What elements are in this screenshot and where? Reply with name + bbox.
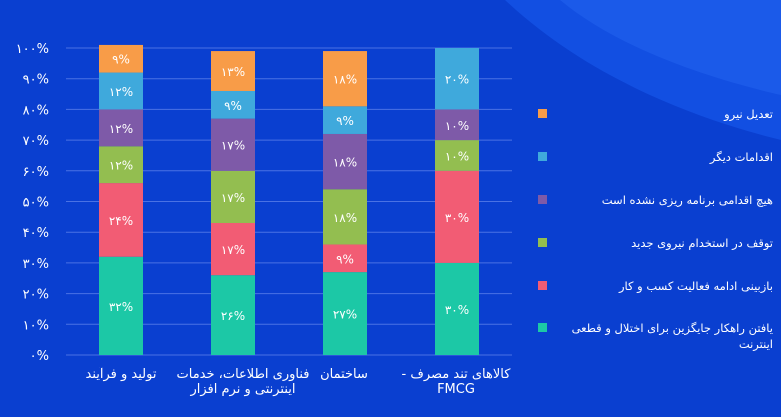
- data-label: ۱۲%: [109, 159, 133, 173]
- bar-segment: [435, 109, 479, 141]
- data-label: ۹%: [112, 53, 130, 67]
- data-label: ۳۰%: [445, 211, 469, 225]
- legend-swatch: [538, 281, 547, 290]
- bar-segment: [211, 222, 255, 276]
- bar-segment: [323, 189, 367, 245]
- y-tick-label: ۵۰%: [23, 196, 49, 211]
- data-label: ۱۸%: [333, 156, 357, 170]
- y-tick-label: ۷۰%: [23, 134, 49, 149]
- data-label: ۱۲%: [109, 85, 133, 99]
- y-axis-ticks: ۰% ۱۰% ۲۰% ۳۰% ۴۰% ۵۰% ۶۰% ۷۰% ۸۰% ۹۰% ۱۰۰%: [16, 42, 49, 364]
- bar-segment: [323, 133, 367, 190]
- data-label: ۱۰%: [445, 119, 469, 133]
- bar-segment: [99, 183, 143, 257]
- data-label: ۱۷%: [221, 139, 245, 153]
- legend-item-layoff: تعدیل نیرو: [532, 106, 773, 122]
- bar-segment: [435, 48, 479, 110]
- data-label: ۱۰%: [445, 149, 469, 163]
- bar-segment: [211, 51, 255, 91]
- data-label: ۹%: [336, 114, 354, 128]
- legend-swatch: [538, 323, 547, 332]
- data-label: ۱۲%: [109, 122, 133, 136]
- legend-label: توقف در استخدام نیروی جدید: [631, 236, 773, 250]
- legend-item-no-action: هیچ اقدامی برنامه ریزی نشده است: [532, 192, 773, 208]
- bar-segment: [99, 109, 143, 147]
- bar-segment: [323, 272, 367, 355]
- bar-segment: [435, 170, 479, 263]
- data-label: ۳۰%: [445, 303, 469, 317]
- data-label: ۱۸%: [333, 73, 357, 87]
- bar-segments: [99, 44, 479, 355]
- legend-label: هیچ اقدامی برنامه ریزی نشده است: [601, 193, 773, 207]
- y-tick-label: ۱۰%: [23, 318, 49, 333]
- y-tick-label: ۹۰%: [23, 73, 49, 88]
- legend-swatch: [538, 109, 547, 118]
- y-tick-label: ۱۰۰%: [16, 42, 49, 57]
- data-label: ۱۳%: [221, 65, 245, 79]
- y-tick-label: ۶۰%: [23, 165, 49, 180]
- legend-swatch: [538, 195, 547, 204]
- bar-segment: [323, 51, 367, 107]
- data-label: ۱۷%: [221, 243, 245, 257]
- data-labels: ۳۲% ۲۴% ۱۲% ۱۲% ۱۲% ۹% ۲۶% ۱۷% ۱۷% ۱۷% ۹% ۱۳% ۲۷% ۹% ۱…: [109, 53, 469, 323]
- y-tick-label: ۴۰%: [23, 226, 49, 241]
- bar-segment: [323, 244, 367, 273]
- category-label: ساختمان: [320, 367, 368, 382]
- bar-segment: [435, 262, 479, 355]
- bar-segment: [211, 275, 255, 355]
- legend-item-business-review: بازبینی ادامه فعالیت کسب و کار: [532, 278, 773, 294]
- data-label: ۱۸%: [333, 211, 357, 225]
- bar-segment: [99, 256, 143, 355]
- category-label: فناوری اطلاعات، خدمات اینترنتی و نرم افز…: [176, 367, 310, 397]
- data-label: ۲۴%: [109, 214, 133, 228]
- legend-label: بازبینی ادامه فعالیت کسب و کار: [618, 279, 773, 293]
- bar-segment: [211, 90, 255, 119]
- data-label: ۹%: [224, 99, 242, 113]
- legend-label: اقدامات دیگر: [709, 150, 773, 164]
- legend-item-alternative-solution: یافتن راهکار جایگزین برای اختلال و قطعی …: [532, 320, 773, 352]
- legend: تعدیل نیرو اقدامات دیگر هیچ اقدامی برنام…: [532, 0, 781, 417]
- legend-swatch: [538, 238, 547, 247]
- legend-swatch: [538, 152, 547, 161]
- legend-label: یافتن راهکار جایگزین برای اختلال و قطعی …: [571, 321, 773, 351]
- bar-segment: [435, 140, 479, 171]
- data-label: ۱۷%: [221, 191, 245, 205]
- y-tick-label: ۲۰%: [23, 288, 49, 303]
- bar-segment: [211, 118, 255, 171]
- category-label: کالاهای تند مصرف - FMCG: [401, 367, 511, 397]
- y-tick-label: ۳۰%: [23, 257, 49, 272]
- data-label: ۲۶%: [221, 309, 245, 323]
- bar-segment: [99, 146, 143, 184]
- y-tick-label: ۰%: [30, 349, 49, 364]
- y-tick-label: ۸۰%: [23, 103, 49, 118]
- bar-segment: [211, 170, 255, 223]
- category-label: تولید و فرآیند: [85, 367, 157, 382]
- data-label: ۹%: [336, 252, 354, 266]
- legend-item-hiring-freeze: توقف در استخدام نیروی جدید: [532, 235, 773, 251]
- legend-item-other-actions: اقدامات دیگر: [532, 149, 773, 165]
- bar-segment: [323, 106, 367, 134]
- legend-label: تعدیل نیرو: [724, 107, 773, 121]
- data-label: ۳۲%: [109, 300, 133, 314]
- bar-segment: [99, 72, 143, 110]
- data-label: ۲۰%: [445, 73, 469, 87]
- data-label: ۲۷%: [333, 308, 357, 322]
- bar-segment: [99, 44, 143, 73]
